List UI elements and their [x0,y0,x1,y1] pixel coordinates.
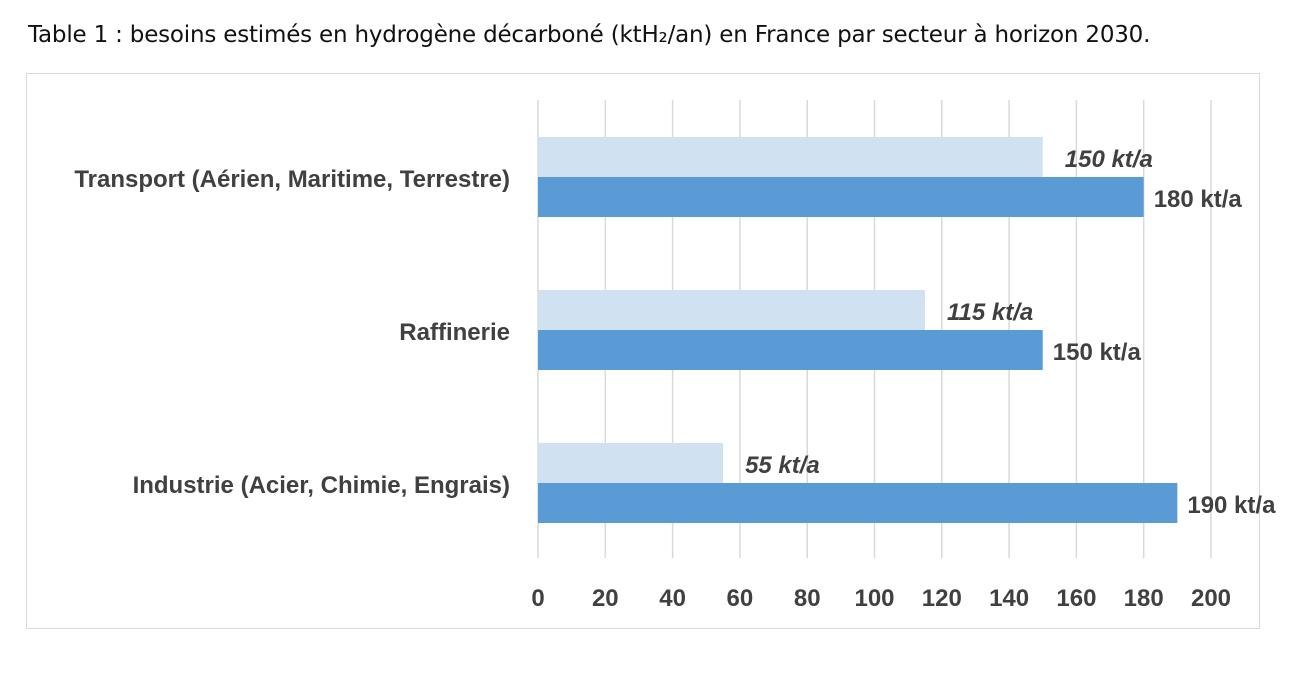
data-label: 55 kt/a [745,452,820,479]
bar-dark [538,483,1178,523]
chart-frame [26,73,1260,629]
x-tick-label: 60 [727,585,754,612]
data-label: 150 kt/a [1065,146,1153,173]
bar-dark [538,330,1043,370]
bar-light [538,137,1043,177]
bar-light [538,443,724,483]
x-tick-label: 140 [989,585,1029,612]
x-tick-label: 100 [854,585,894,612]
x-tick-label: 160 [1056,585,1096,612]
category-label: Transport (Aérien, Maritime, Terrestre) [74,166,510,193]
x-tick-label: 20 [592,585,619,612]
category-label: Raffinerie [399,319,510,346]
data-label: 115 kt/a [947,299,1033,326]
data-label: 180 kt/a [1154,186,1243,213]
data-label: 150 kt/a [1053,339,1142,366]
data-label: 190 kt/a [1187,492,1276,519]
category-label: Industrie (Acier, Chimie, Engrais) [133,472,510,499]
x-tick-label: 180 [1124,585,1164,612]
bar-dark [538,177,1144,217]
x-tick-label: 120 [922,585,962,612]
x-tick-label: 0 [531,585,544,612]
x-tick-label: 200 [1191,585,1231,612]
x-tick-label: 40 [659,585,686,612]
x-tick-label: 80 [794,585,821,612]
table-caption: Table 1 : besoins estimés en hydrogène d… [28,22,1151,48]
bar-light [538,290,925,330]
